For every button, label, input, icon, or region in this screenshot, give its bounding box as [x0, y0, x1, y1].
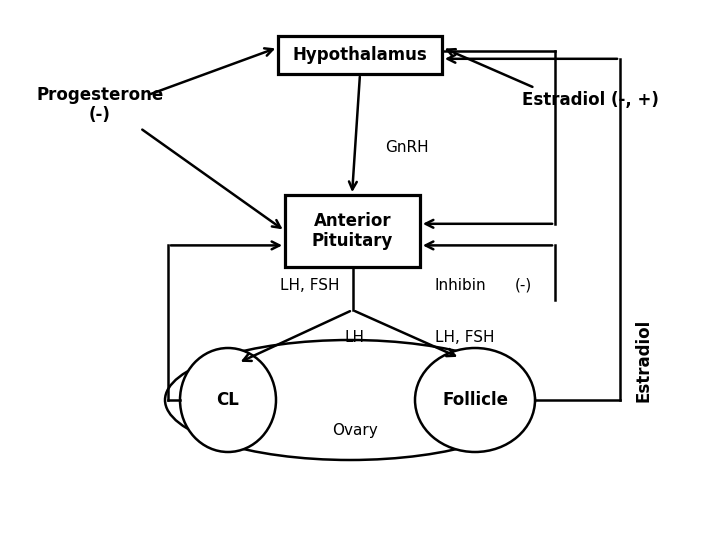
Ellipse shape [165, 340, 535, 460]
Text: Follicle: Follicle [442, 391, 508, 409]
Text: Progesterone
(-): Progesterone (-) [37, 86, 163, 124]
Bar [285, 195, 420, 267]
Text: Ovary: Ovary [332, 422, 378, 437]
Text: LH: LH [345, 329, 365, 345]
Text: LH, FSH: LH, FSH [435, 329, 495, 345]
Text: Inhibin: Inhibin [434, 278, 486, 293]
Ellipse shape [415, 348, 535, 452]
Text: (-): (-) [514, 278, 531, 293]
Ellipse shape [180, 348, 276, 452]
Text: Estradiol (-, +): Estradiol (-, +) [521, 91, 658, 109]
Text: Hypothalamus: Hypothalamus [292, 46, 428, 64]
Text: LH, FSH: LH, FSH [280, 278, 340, 293]
Text: GnRH: GnRH [385, 140, 428, 156]
Text: Anterior
Pituitary: Anterior Pituitary [312, 212, 393, 251]
Text: Estradiol: Estradiol [634, 319, 652, 402]
Text: CL: CL [217, 391, 240, 409]
Bar [278, 36, 442, 74]
